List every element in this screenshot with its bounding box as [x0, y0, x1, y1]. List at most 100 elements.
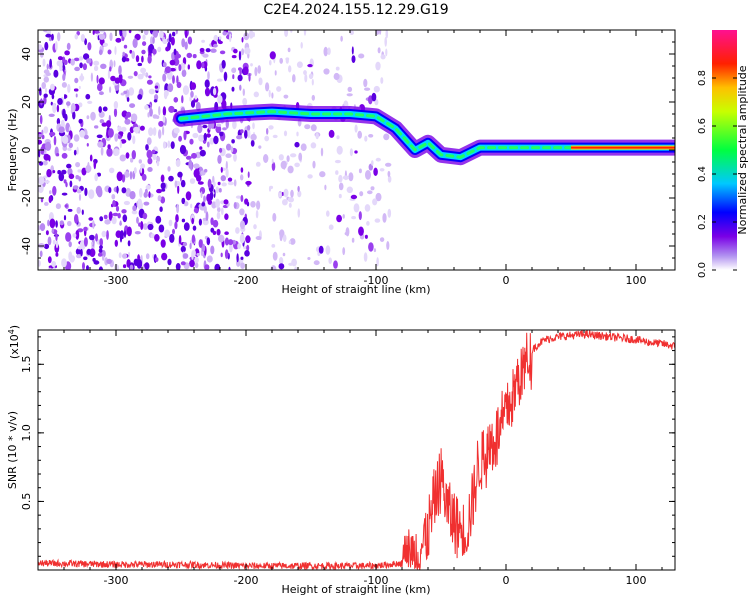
- noise-speck: [291, 258, 297, 267]
- noise-speck: [247, 128, 251, 139]
- noise-speck: [240, 256, 244, 260]
- noise-speck: [83, 53, 90, 60]
- noise-speck: [227, 181, 234, 186]
- noise-speck: [342, 247, 346, 256]
- noise-speck: [203, 195, 206, 203]
- noise-speck: [44, 180, 50, 184]
- noise-speck: [74, 77, 79, 84]
- noise-speck: [45, 230, 49, 236]
- noise-speck: [233, 202, 237, 209]
- noise-speck: [100, 146, 104, 156]
- noise-speck: [221, 182, 227, 187]
- x-tick-label: -200: [234, 574, 259, 587]
- noise-speck: [67, 220, 72, 227]
- noise-speck: [199, 146, 203, 150]
- noise-speck: [114, 133, 119, 142]
- noise-speck: [219, 131, 224, 137]
- noise-speck: [152, 36, 155, 44]
- snr-y-scale-suffix: ): [8, 325, 21, 329]
- noise-speck: [150, 36, 154, 46]
- noise-speck: [206, 141, 210, 148]
- noise-speck: [239, 208, 245, 216]
- spectrogram-y-axis-label: Frequency (Hz): [6, 109, 19, 192]
- noise-speck: [145, 185, 151, 190]
- y-tick-label: 0.5: [20, 493, 33, 511]
- noise-speck: [162, 114, 166, 124]
- noise-speck: [358, 226, 364, 236]
- noise-speck: [351, 237, 355, 243]
- noise-speck: [157, 46, 162, 53]
- noise-speck: [161, 252, 168, 261]
- noise-speck: [57, 98, 63, 105]
- y-tick-label: 0: [20, 147, 33, 154]
- noise-speck: [312, 160, 316, 169]
- noise-speck: [99, 245, 103, 250]
- noise-speck: [182, 242, 188, 247]
- noise-speck: [44, 41, 49, 51]
- noise-speck: [66, 42, 71, 51]
- noise-speck: [367, 190, 373, 195]
- noise-speck: [346, 186, 353, 194]
- noise-speck: [135, 55, 140, 63]
- colorbar-gradient: [712, 30, 737, 270]
- noise-speck: [88, 217, 94, 221]
- noise-speck: [229, 242, 233, 253]
- noise-speck: [207, 178, 212, 189]
- noise-speck: [351, 55, 356, 63]
- noise-speck: [278, 263, 285, 270]
- noise-speck: [76, 254, 82, 259]
- noise-speck: [271, 161, 276, 171]
- noise-speck: [93, 159, 97, 170]
- noise-speck: [111, 216, 117, 225]
- noise-speck: [182, 253, 189, 259]
- noise-speck: [43, 153, 50, 161]
- noise-speck: [168, 219, 173, 227]
- noise-speck: [70, 58, 75, 66]
- noise-speck: [160, 174, 165, 183]
- noise-speck: [129, 103, 136, 108]
- noise-speck: [178, 64, 182, 72]
- noise-speck: [172, 228, 175, 235]
- noise-speck: [300, 42, 303, 49]
- noise-speck: [122, 264, 127, 269]
- noise-speck: [219, 50, 226, 55]
- noise-speck: [242, 97, 248, 106]
- noise-speck: [296, 131, 299, 137]
- noise-speck: [349, 148, 353, 157]
- noise-speck: [203, 205, 207, 214]
- noise-speck: [380, 54, 386, 60]
- noise-speck: [248, 73, 251, 82]
- noise-speck: [102, 42, 108, 47]
- noise-speck: [239, 220, 246, 230]
- noise-speck: [158, 129, 162, 139]
- noise-speck: [48, 113, 55, 118]
- ridge-core: [179, 110, 675, 159]
- noise-speck: [66, 101, 71, 106]
- noise-speck: [288, 202, 292, 208]
- noise-speck: [354, 124, 358, 133]
- noise-speck: [50, 83, 55, 91]
- noise-speck: [121, 56, 127, 63]
- noise-speck: [174, 221, 178, 230]
- noise-speck: [181, 95, 184, 104]
- noise-speck: [240, 262, 246, 270]
- noise-speck: [282, 234, 287, 242]
- noise-speck: [145, 144, 149, 151]
- noise-speck: [58, 126, 65, 134]
- noise-speck: [206, 237, 211, 246]
- noise-speck: [119, 154, 127, 162]
- noise-speck: [282, 252, 286, 257]
- noise-speck: [99, 119, 105, 124]
- noise-speck: [158, 106, 161, 116]
- noise-speck: [137, 62, 143, 67]
- noise-speck: [217, 207, 221, 213]
- noise-speck: [173, 127, 180, 134]
- noise-speck: [143, 201, 150, 206]
- noise-speck: [271, 158, 274, 164]
- noise-speck: [216, 123, 222, 127]
- noise-speck: [311, 94, 315, 101]
- noise-speck: [148, 191, 151, 199]
- noise-speck: [147, 112, 150, 118]
- noise-speck: [119, 30, 123, 37]
